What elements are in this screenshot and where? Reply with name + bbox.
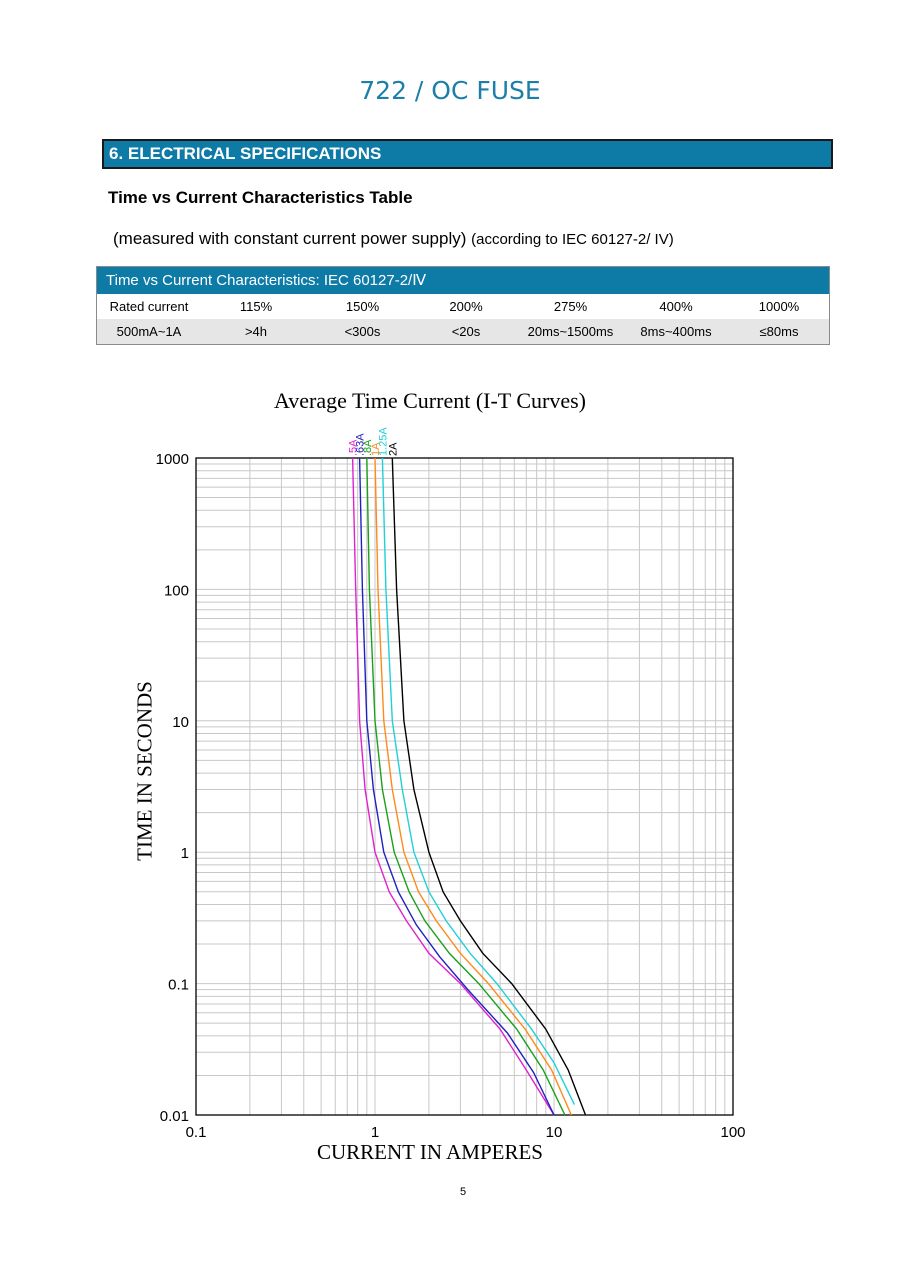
table-cell: 20ms~1500ms [527,324,614,339]
y-tick-label: 0.01 [160,1108,189,1125]
table-row: Rated current 115% 150% 200% 275% 400% 1… [97,294,829,319]
curve-2A [391,457,587,1116]
document-title: 722 / OC FUSE [359,76,541,105]
measurement-note-standard: (according to IEC 60127-2/ IV) [471,231,674,248]
plot-frame [195,457,734,1116]
table-cell: 200% [449,299,483,314]
x-tick-label: 1 [371,1124,379,1141]
curve-label: 1A [370,442,382,456]
y-tick-label: 0.1 [168,977,189,994]
measurement-note-main: (measured with constant current power su… [113,229,467,248]
y-tick-label: 10 [172,714,189,731]
table-cell: >4h [244,324,268,339]
y-tick-label: 100 [164,582,189,599]
curve-label: .5A [348,439,360,456]
table-cell: 8ms~400ms [640,324,712,339]
table-row: 500mA~1A >4h <300s <20s 20ms~1500ms 8ms~… [97,319,829,344]
curve-label: .63A [355,433,367,456]
table-cell: <20s [451,324,481,339]
curve-label: 2A [387,442,399,456]
curve-label: 1.25A [377,427,389,456]
table-header: Time vs Current Characteristics: IEC 601… [97,267,829,294]
table-cell: <300s [344,324,381,339]
table-sub-heading: Time vs Current Characteristics Table [108,188,413,207]
curve-label: .8A [362,439,374,456]
page-number: 5 [459,1186,467,1198]
table-cell: 150% [345,299,380,314]
curve-p8A [366,457,566,1116]
time-current-table: Time vs Current Characteristics: IEC 601… [96,266,830,345]
curve-1A [374,457,572,1116]
table-cell: 400% [659,299,693,314]
section-heading: 6. ELECTRICAL SPECIFICATIONS [102,139,833,169]
x-axis-title: CURRENT IN AMPERES [317,1140,543,1164]
table-cell: 500mA~1A [116,324,182,339]
table-cell: 275% [553,299,588,314]
x-tick-label: 0.1 [186,1124,207,1141]
x-tick-label: 10 [546,1124,563,1141]
table-cell: 1000% [758,299,800,314]
x-tick-label: 100 [720,1124,745,1141]
table-cell: ≤80ms [759,324,799,339]
curve-p63A [358,457,555,1116]
measurement-note: (measured with constant current power su… [113,229,674,249]
curve-1p25A [381,457,576,1105]
y-tick-label: 1 [181,845,189,862]
table-cell: 115% [239,299,273,314]
curve-p5A [351,457,555,1116]
table-cell: Rated current [109,299,189,314]
chart-title: Average Time Current (I-T Curves) [273,388,586,413]
y-tick-label: 1000 [156,451,189,468]
